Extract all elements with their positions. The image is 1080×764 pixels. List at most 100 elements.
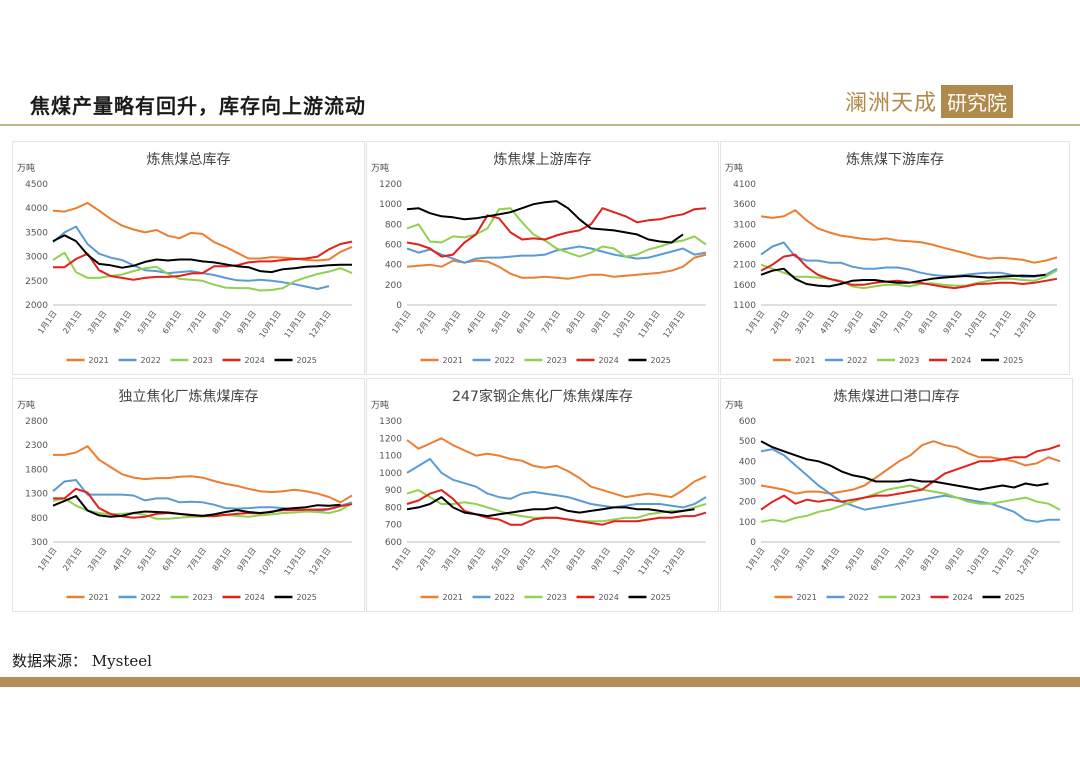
x-tick-label: 9月1日 bbox=[590, 309, 612, 336]
y-axis-unit: 万吨 bbox=[17, 162, 35, 174]
y-tick-label: 600 bbox=[739, 417, 756, 427]
x-tick-label: 5月1日 bbox=[490, 309, 512, 336]
x-tick-label: 4月1日 bbox=[111, 309, 133, 336]
y-tick-label: 4500 bbox=[25, 180, 48, 190]
series-line-2022 bbox=[760, 241, 1058, 278]
x-tick-label: 9月1日 bbox=[236, 546, 258, 573]
legend-label: 2022 bbox=[847, 356, 867, 365]
series-line-2024 bbox=[406, 489, 707, 526]
y-tick-label: 2000 bbox=[25, 301, 48, 311]
legend-label: 2022 bbox=[849, 593, 869, 602]
y-tick-label: 600 bbox=[385, 538, 402, 548]
y-tick-label: 2800 bbox=[25, 417, 48, 427]
x-tick-label: 1月1日 bbox=[744, 309, 766, 336]
logo-text: 澜洲天成 bbox=[845, 91, 938, 116]
series-line-2022 bbox=[52, 225, 330, 290]
chart-panel-port: 炼焦煤进口港口库存 万吨 0 100 200 300 400 500 600 1月1日 2月1日 3月… bbox=[720, 378, 1073, 612]
x-tick-label: 7月1日 bbox=[186, 546, 208, 573]
y-axis-unit: 万吨 bbox=[725, 162, 743, 174]
series-line-2021 bbox=[406, 253, 707, 280]
chart-title: 247家钢企焦化厂炼焦煤库存 bbox=[452, 388, 633, 405]
y-tick-label: 100 bbox=[739, 518, 756, 528]
header: 焦煤产量略有回升，库存向上游流动 澜洲天成 研究院 bbox=[0, 0, 1080, 126]
series-line-2025 bbox=[406, 496, 695, 518]
x-tick-label: 6月1日 bbox=[161, 309, 183, 336]
chart-title: 炼焦煤总库存 bbox=[147, 152, 231, 168]
series-line-2024 bbox=[53, 240, 353, 281]
x-tick-label: 7月1日 bbox=[892, 309, 914, 336]
x-tick-label: 12月1日 bbox=[661, 309, 686, 340]
y-tick-label: 1100 bbox=[379, 452, 402, 462]
x-tick-label: 2月1日 bbox=[415, 546, 437, 573]
x-tick-label: 6月1日 bbox=[868, 309, 890, 336]
series-line-2021 bbox=[760, 209, 1058, 264]
y-tick-label: 1300 bbox=[379, 417, 402, 427]
legend-label: 2024 bbox=[599, 593, 619, 602]
header-divider bbox=[0, 124, 1080, 126]
x-tick-label: 5月1日 bbox=[490, 546, 512, 573]
series-line-2025 bbox=[760, 267, 1046, 288]
x-tick-label: 8月1日 bbox=[919, 546, 941, 573]
legend-label: 2024 bbox=[953, 593, 973, 602]
footer-bar bbox=[0, 677, 1080, 687]
legend-label: 2023 bbox=[193, 593, 213, 602]
y-tick-label: 2600 bbox=[733, 241, 756, 251]
series-line-2022 bbox=[760, 448, 1060, 523]
x-tick-label: 12月1日 bbox=[307, 309, 332, 340]
x-tick-label: 12月1日 bbox=[1013, 309, 1038, 340]
series-line-2025 bbox=[760, 440, 1049, 491]
y-tick-label: 1200 bbox=[379, 180, 402, 190]
x-tick-label: 10月1日 bbox=[258, 309, 283, 340]
x-tick-label: 4月1日 bbox=[465, 546, 487, 573]
x-tick-label: 1月1日 bbox=[390, 546, 412, 573]
x-tick-label: 2月1日 bbox=[61, 309, 83, 336]
x-tick-label: 11月1日 bbox=[636, 546, 661, 577]
x-tick-label: 7月1日 bbox=[540, 546, 562, 573]
y-tick-label: 400 bbox=[739, 457, 756, 467]
x-tick-label: 4月1日 bbox=[818, 309, 840, 336]
x-tick-label: 1月1日 bbox=[36, 546, 58, 573]
x-tick-label: 4月1日 bbox=[111, 546, 133, 573]
x-tick-label: 10月1日 bbox=[966, 546, 991, 577]
x-tick-label: 8月1日 bbox=[565, 309, 587, 336]
y-tick-label: 800 bbox=[385, 503, 402, 513]
legend-label: 2025 bbox=[651, 356, 671, 365]
chart-panel-downstream: 炼焦煤下游库存 万吨 1100 1600 2100 2600 3100 3600 4100 1月1… bbox=[720, 141, 1070, 375]
x-tick-label: 11月1日 bbox=[636, 309, 661, 340]
data-source: 数据来源： Mysteel bbox=[12, 650, 152, 671]
y-tick-label: 1000 bbox=[379, 469, 402, 479]
series-line-2025 bbox=[406, 200, 684, 244]
x-tick-label: 4月1日 bbox=[465, 309, 487, 336]
x-tick-label: 1月1日 bbox=[36, 309, 58, 336]
series-line-2021 bbox=[406, 437, 707, 499]
x-tick-label: 6月1日 bbox=[869, 546, 891, 573]
y-tick-label: 3500 bbox=[25, 228, 48, 238]
chart-title: 炼焦煤上游库存 bbox=[494, 152, 592, 168]
x-tick-label: 2月1日 bbox=[415, 309, 437, 336]
y-tick-label: 2300 bbox=[25, 441, 48, 451]
legend-label: 2025 bbox=[1005, 593, 1025, 602]
y-tick-label: 400 bbox=[385, 261, 402, 271]
series-line-2025 bbox=[52, 495, 341, 518]
x-tick-label: 10月1日 bbox=[612, 546, 637, 577]
x-tick-label: 2月1日 bbox=[769, 546, 791, 573]
y-tick-label: 1600 bbox=[733, 281, 756, 291]
legend-label: 2023 bbox=[193, 356, 213, 365]
legend-label: 2022 bbox=[495, 593, 515, 602]
x-tick-label: 5月1日 bbox=[844, 546, 866, 573]
x-tick-label: 5月1日 bbox=[136, 309, 158, 336]
chart-panel-independent-coking: 独立焦化厂炼焦煤库存 万吨 300 800 1300 1800 2300 2800 1月1日 2月… bbox=[12, 378, 365, 612]
series-line-2025 bbox=[52, 234, 352, 274]
y-tick-label: 4000 bbox=[25, 204, 48, 214]
series-line-2023 bbox=[760, 484, 1061, 523]
series-line-2021 bbox=[53, 445, 353, 504]
y-tick-label: 300 bbox=[739, 478, 756, 488]
x-tick-label: 11月1日 bbox=[282, 546, 307, 577]
x-tick-label: 8月1日 bbox=[565, 546, 587, 573]
y-tick-label: 0 bbox=[750, 538, 756, 548]
x-tick-label: 1月1日 bbox=[744, 546, 766, 573]
x-tick-label: 6月1日 bbox=[515, 309, 537, 336]
